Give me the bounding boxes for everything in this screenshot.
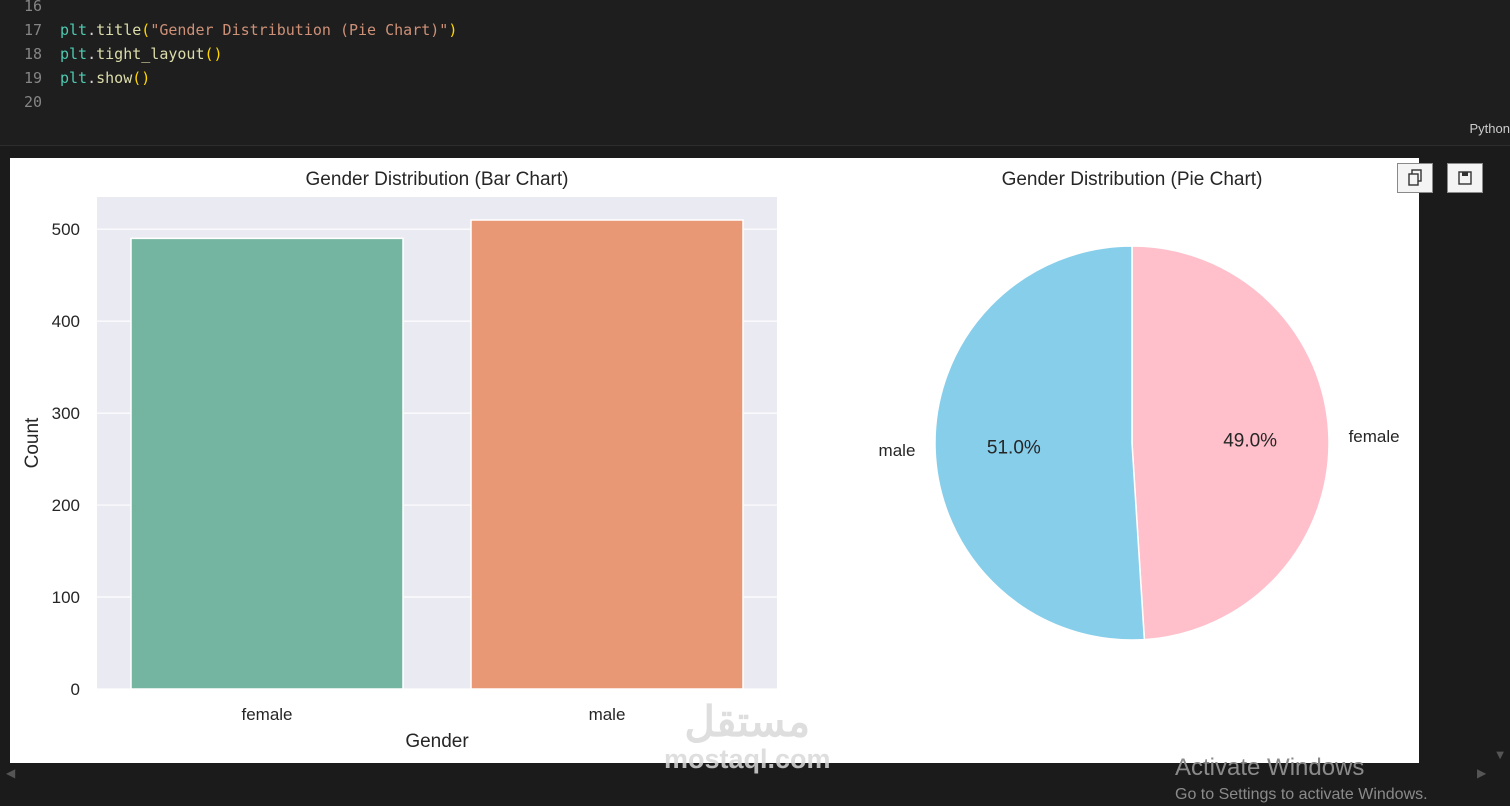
bar-chart-title: Gender Distribution (Bar Chart) xyxy=(306,169,569,190)
code-token: plt xyxy=(60,21,88,39)
x-axis-label: Gender xyxy=(405,731,469,752)
y-tick-label: 0 xyxy=(71,680,80,699)
pie-slice-male xyxy=(934,245,1146,641)
code-token: . xyxy=(87,45,97,63)
code-token: "Gender Distribution (Pie Chart)" xyxy=(150,21,449,39)
code-token: ( xyxy=(141,21,151,39)
y-tick-label: 100 xyxy=(52,588,80,607)
code-line[interactable]: 17 plt.title("Gender Distribution (Pie Ch… xyxy=(0,18,457,42)
line-number: 19 xyxy=(23,69,42,87)
figure-svg: 0 100 200 300 400 500 female male Gender Distrib… xyxy=(22,169,1400,752)
code-line[interactable]: 18 plt.tight_layout() xyxy=(0,42,223,66)
scroll-right-icon[interactable]: ▶ xyxy=(1477,766,1487,780)
cell-language-label[interactable]: Python xyxy=(1469,121,1510,136)
code-token: . xyxy=(87,69,97,87)
y-tick-label: 300 xyxy=(52,404,80,423)
activation-subtitle: Go to Settings to activate Windows. xyxy=(1175,786,1428,803)
line-number: 17 xyxy=(23,21,42,39)
pie-pct-label: 51.0% xyxy=(987,438,1041,459)
code-line[interactable]: 19 plt.show() xyxy=(0,66,150,90)
figure-image: 0 100 200 300 400 500 female male Gender Distrib… xyxy=(10,158,1419,763)
code-token: tight_layout xyxy=(96,45,205,63)
y-tick-label: 500 xyxy=(52,220,80,239)
y-tick-label: 200 xyxy=(52,496,80,515)
code-token: () xyxy=(132,69,151,87)
save-icon xyxy=(1458,171,1472,185)
cell-output: 0 100 200 300 400 500 female male Gender Distrib… xyxy=(0,146,1510,806)
bar-female xyxy=(130,237,404,690)
x-tick-label: male xyxy=(589,705,626,724)
copy-icon xyxy=(1408,169,1422,186)
code-editor[interactable]: 16 17 plt.title("Gender Distribution (Pie … xyxy=(0,0,1510,145)
watermark-arabic: مستقل xyxy=(684,698,811,745)
pie-slice-female xyxy=(1131,245,1330,641)
cell-separator xyxy=(0,145,1510,146)
code-token: plt xyxy=(60,69,88,87)
code-token: . xyxy=(87,21,97,39)
pie-slice-label: female xyxy=(1349,427,1400,446)
y-axis-label: Count xyxy=(22,417,43,468)
scroll-down-icon[interactable]: ▼ xyxy=(1496,750,1504,761)
code-token: show xyxy=(96,69,133,87)
x-tick-label: female xyxy=(241,705,292,724)
watermark-latin: mostaql.com xyxy=(664,744,831,774)
scroll-left-icon[interactable]: ◀ xyxy=(6,766,16,780)
line-number: 18 xyxy=(23,45,42,63)
copy-output-button[interactable] xyxy=(1397,163,1433,193)
code-token: ) xyxy=(448,21,458,39)
save-output-button[interactable] xyxy=(1447,163,1483,193)
activation-title: Activate Windows xyxy=(1175,754,1365,781)
code-token: plt xyxy=(60,45,88,63)
pie-chart-title: Gender Distribution (Pie Chart) xyxy=(1002,169,1263,190)
watermark-logo: مستقل mostaql.com xyxy=(664,698,831,775)
windows-activation-notice: Activate Windows Go to Settings to activ… xyxy=(1175,754,1428,806)
line-number: 20 xyxy=(23,93,42,111)
y-tick-label: 400 xyxy=(52,312,80,331)
code-token: () xyxy=(204,45,223,63)
bar-male xyxy=(470,219,744,690)
code-line[interactable]: 16 xyxy=(0,0,60,18)
pie-slice-label: male xyxy=(879,441,916,460)
line-number: 16 xyxy=(23,0,42,15)
pie-pct-label: 49.0% xyxy=(1223,430,1277,451)
code-line[interactable]: 20 xyxy=(0,90,60,114)
code-token: title xyxy=(96,21,142,39)
